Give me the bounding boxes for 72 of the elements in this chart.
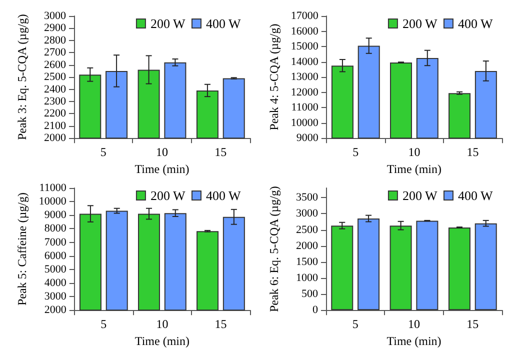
y-tick-label: 3000: [296, 208, 318, 220]
y-tick-label: 6000: [44, 250, 67, 262]
x-tick-label: 10: [156, 317, 168, 332]
legend-label: 200 W: [150, 16, 186, 31]
y-axis-title: Peak 6: Eq. 5-CQA (µg/g): [267, 186, 281, 312]
y-tick-label: 2900: [44, 22, 66, 34]
y-tick-label: 7000: [44, 236, 67, 248]
x-axis-title: Time (min): [134, 334, 190, 348]
y-tick-label: 5000: [44, 263, 67, 276]
x-tick-label: 15: [466, 145, 479, 160]
legend-label: 200 W: [402, 188, 438, 203]
y-tick-label: 2600: [44, 58, 66, 71]
y-tick-label: 17000: [290, 10, 319, 22]
y-tick-label: 13000: [290, 71, 319, 84]
y-tick-label: 2300: [44, 95, 66, 108]
bar: [416, 220, 438, 310]
y-tick-label: 16000: [290, 25, 319, 38]
legend-label: 400 W: [206, 16, 242, 31]
legend-label: 200 W: [150, 188, 186, 203]
y-tick-label: 2100: [44, 120, 66, 132]
y-tick-label: 500: [302, 288, 318, 300]
y-tick-label: 2000: [44, 304, 67, 316]
bar: [448, 228, 470, 310]
legend-label: 200 W: [402, 16, 438, 31]
bar: [358, 218, 380, 310]
x-tick-label: 5: [100, 317, 107, 332]
y-tick-label: 3000: [44, 10, 66, 22]
x-axis-title: Time (min): [386, 162, 442, 176]
y-tick-label: 1000: [296, 272, 318, 284]
legend-label: 400 W: [458, 16, 494, 31]
y-tick-label: 2800: [44, 34, 66, 46]
legend-label: 400 W: [458, 188, 494, 203]
x-tick-label: 15: [466, 317, 479, 332]
y-tick-label: 2500: [44, 71, 66, 84]
bar: [331, 226, 354, 310]
x-tick-label: 5: [100, 145, 106, 160]
y-tick-label: 8000: [44, 222, 67, 235]
x-tick-label: 15: [214, 145, 227, 160]
x-axis-title: Time (min): [386, 334, 442, 348]
y-tick-label: 14000: [290, 56, 319, 68]
y-tick-label: 12000: [290, 86, 319, 98]
y-tick-label: 2000: [296, 240, 318, 252]
x-tick-label: 5: [352, 317, 358, 332]
y-tick-label: 3000: [44, 290, 67, 303]
y-tick-label: 9000: [44, 209, 67, 222]
y-tick-label: 2500: [296, 224, 318, 236]
x-tick-label: 10: [408, 317, 420, 332]
y-axis-title: Peak 5: Caffeine (µg/g): [15, 192, 29, 306]
y-tick-label: 1500: [296, 256, 318, 268]
y-axis-title: Peak 4: 5-CQA (µg/g): [267, 24, 281, 130]
y-tick-label: 2200: [44, 108, 66, 120]
y-tick-label: 10000: [290, 116, 319, 129]
y-tick-label: 11000: [39, 182, 67, 194]
bar: [390, 226, 412, 310]
x-tick-label: 10: [156, 145, 168, 160]
y-tick-label: 2000: [44, 132, 66, 144]
x-tick-label: 5: [352, 145, 359, 160]
y-tick-label: 4000: [44, 276, 67, 289]
y-tick-label: 15000: [290, 40, 319, 53]
x-tick-label: 15: [214, 317, 227, 332]
x-tick-label: 10: [408, 145, 420, 160]
y-tick-label: 3500: [296, 192, 318, 204]
y-tick-label: 10000: [38, 196, 67, 208]
y-tick-label: 2400: [44, 83, 66, 96]
bar: [474, 223, 497, 310]
y-tick-label: 2700: [44, 46, 66, 59]
x-axis-title: Time (min): [134, 162, 190, 176]
y-tick-label: 0: [312, 304, 318, 316]
y-tick-label: 9000: [296, 132, 319, 144]
y-axis-title: Peak 3: Eq. 5-CQA (µg/g): [15, 14, 29, 140]
y-tick-label: 11000: [291, 102, 319, 114]
legend-label: 400 W: [206, 188, 242, 203]
